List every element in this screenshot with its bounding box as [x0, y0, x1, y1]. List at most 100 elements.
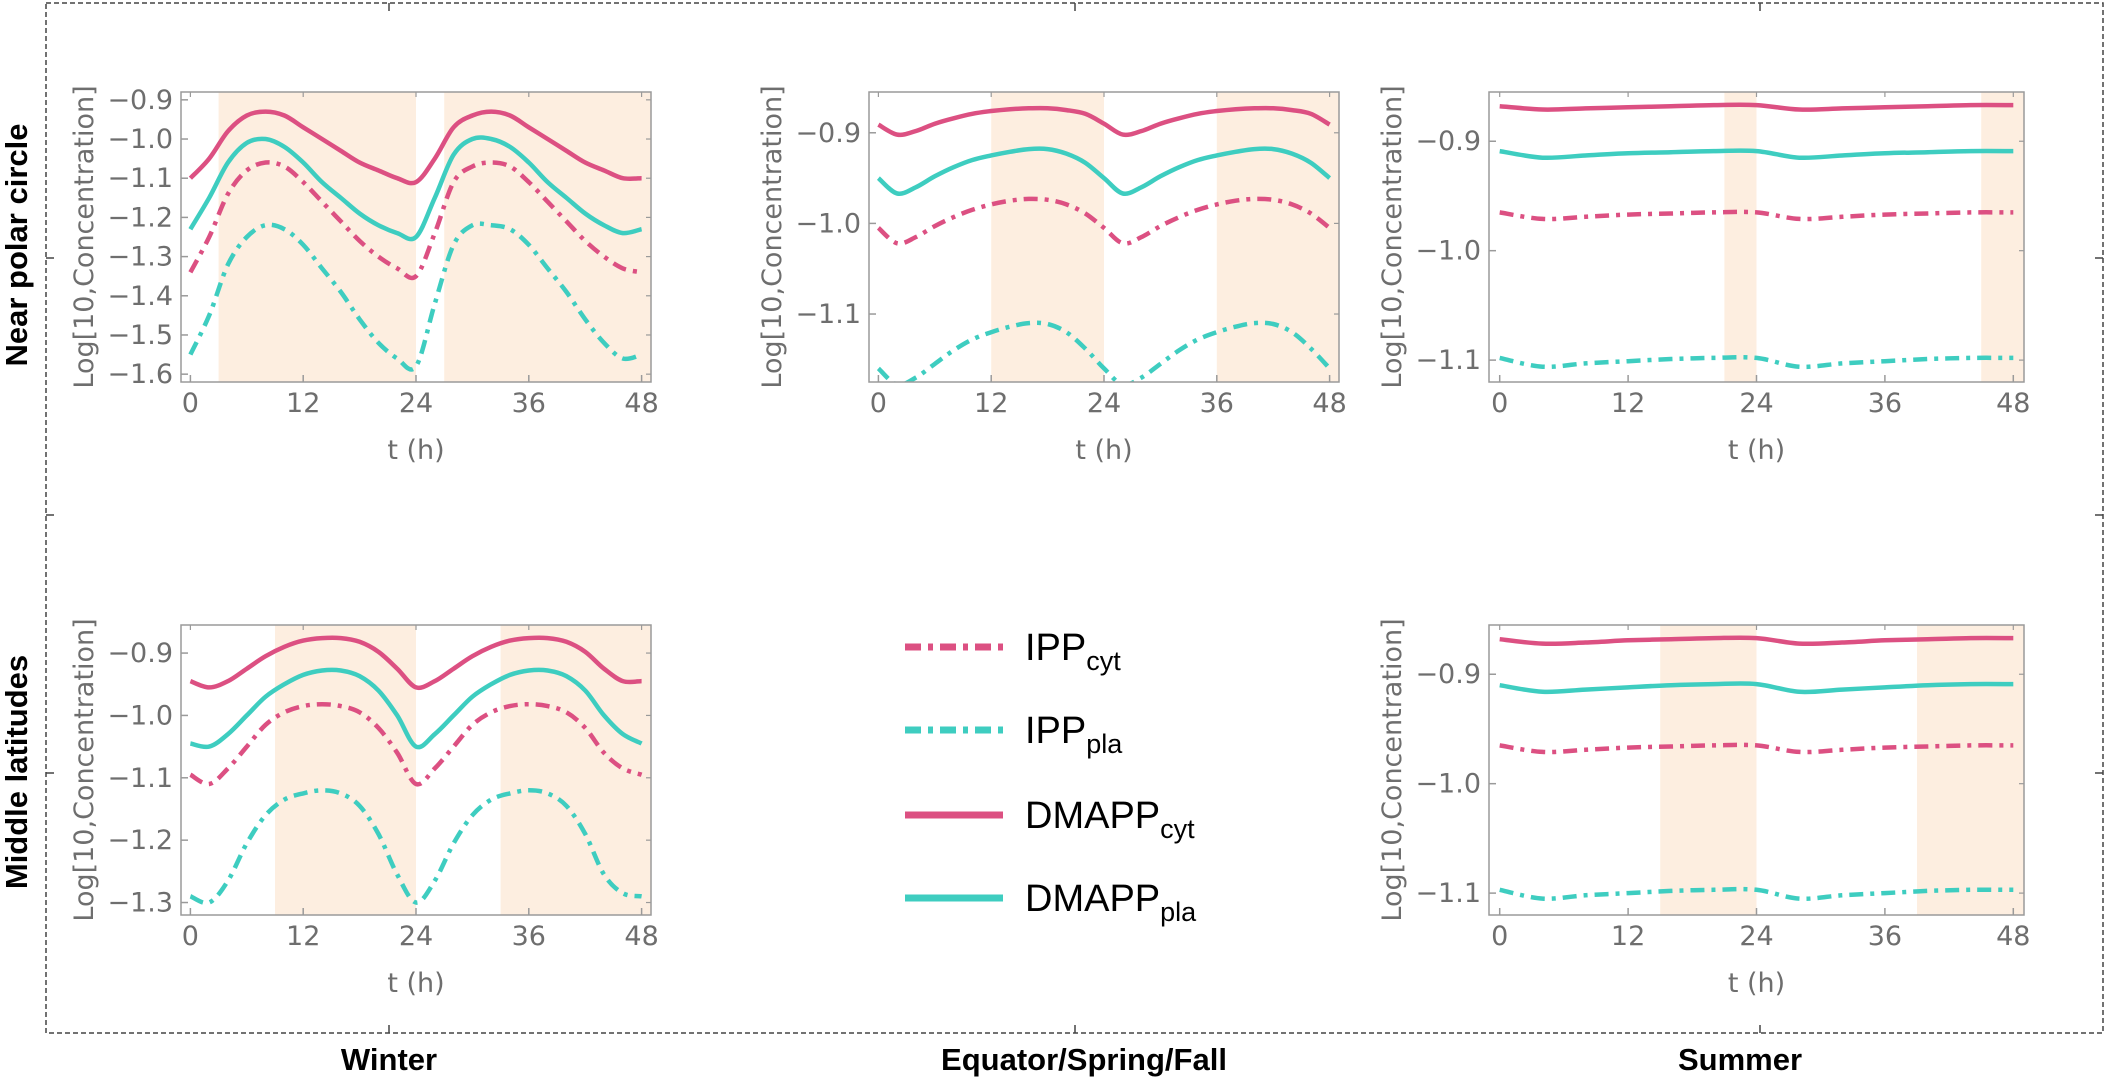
- middle-winter-line-dmapp-cyt: [189, 635, 642, 691]
- polar-equator-light-period-1: [1216, 92, 1339, 382]
- middle-summer-xtick-label-4: 48: [1996, 921, 2030, 952]
- polar-summer-ytick-label-1: −1.0: [1415, 236, 1481, 267]
- middle-winter-line-dmapp-pla: [189, 667, 643, 750]
- legend-label-dmapp-pla: DMAPPpla: [1025, 878, 1197, 927]
- middle-winter-ytick-label-4: −1.3: [107, 888, 173, 919]
- polar-summer-xtick-label-0: 0: [1491, 388, 1508, 419]
- polar-winter-xlabel: t (h): [387, 435, 444, 466]
- legend-label-ipp-cyt: IPPcyt: [1025, 627, 1121, 676]
- middle-summer-ytick-label-2: −1.1: [1415, 878, 1481, 909]
- polar-equator-ytick-label-1: −1.0: [795, 208, 861, 239]
- row-label-middle-latitudes: Middle latitudes: [0, 655, 34, 889]
- polar-equator-xtick-label-2: 24: [1087, 388, 1121, 419]
- polar-winter-line-dmapp-pla: [188, 135, 643, 242]
- polar-summer-light-period-0: [1724, 92, 1757, 382]
- polar-winter-ytick-label-3: −1.2: [107, 202, 173, 233]
- legend-item-ipp-pla: IPPpla: [905, 710, 1123, 759]
- polar-winter-ytick-label-2: −1.1: [107, 163, 173, 194]
- middle-winter-xtick-label-2: 24: [399, 921, 433, 952]
- polar-equator-xlabel: t (h): [1075, 435, 1132, 466]
- polar-winter-xtick-label-2: 24: [399, 388, 433, 419]
- middle-summer-line-ipp-pla: [1499, 886, 2014, 902]
- polar-winter-xtick-label-3: 36: [512, 388, 546, 419]
- middle-summer-light-period-0: [1660, 625, 1757, 915]
- polar-equator-xtick-label-1: 12: [974, 388, 1008, 419]
- polar-equator-line-ipp-cyt: [876, 196, 1331, 246]
- middle-winter-xtick-label-1: 12: [286, 921, 320, 952]
- middle-winter-light-period-1: [500, 625, 651, 915]
- polar-summer-xtick-label-1: 12: [1611, 388, 1645, 419]
- polar-winter-ytick-label-7: −1.6: [107, 359, 173, 390]
- polar-winter-ytick-label-6: −1.5: [107, 320, 173, 351]
- polar-summer-xtick-label-2: 24: [1739, 388, 1773, 419]
- polar-winter-xtick-label-0: 0: [182, 388, 199, 419]
- middle-winter-ytick-label-2: −1.1: [107, 763, 173, 794]
- polar-summer-line-dmapp-cyt: [1499, 102, 2014, 112]
- middle-summer-xtick-label-1: 12: [1611, 921, 1645, 952]
- polar-winter-line-ipp-pla: [188, 221, 643, 372]
- polar-winter-light-period-1: [444, 92, 651, 382]
- legend: IPPcyt IPPpla DMAPPcyt DMAPPpla: [905, 627, 1197, 927]
- polar-summer-line-ipp-cyt: [1499, 209, 2014, 222]
- middle-summer-xtick-label-0: 0: [1491, 921, 1508, 952]
- legend-item-ipp-cyt: IPPcyt: [905, 627, 1121, 676]
- panel-middle-winter: 0 12 24 36 48 −0.9 −1.0 −1.1 −1.2 −1.3 t (h) Log[10…: [69, 618, 659, 999]
- col-label-winter: Winter: [341, 1042, 437, 1077]
- polar-summer-xtick-label-3: 36: [1868, 388, 1902, 419]
- polar-summer-line-ipp-pla: [1499, 354, 2014, 370]
- middle-summer-xtick-label-3: 36: [1868, 921, 1902, 952]
- middle-winter-xtick-label-3: 36: [512, 921, 546, 952]
- polar-summer-xtick-label-4: 48: [1996, 388, 2030, 419]
- panel-middle-summer: 0 12 24 36 48 −0.9 −1.0 −1.1 t (h) Log[10,Concent…: [1377, 618, 2030, 999]
- polar-summer-ylabel: Log[10,Concentration]: [1377, 85, 1408, 388]
- polar-summer-light-period-1: [1981, 92, 2024, 382]
- middle-winter-ytick-label-3: −1.2: [107, 825, 173, 856]
- middle-summer-xtick-label-2: 24: [1739, 921, 1773, 952]
- middle-summer-ylabel: Log[10,Concentration]: [1377, 618, 1408, 921]
- frame-marks: [46, 3, 2103, 1033]
- polar-equator-line-dmapp-pla: [876, 146, 1332, 197]
- middle-summer-xlabel: t (h): [1728, 968, 1785, 999]
- middle-summer-line-dmapp-cyt: [1499, 635, 2014, 647]
- polar-winter-ytick-label-1: −1.0: [107, 124, 173, 155]
- polar-summer-ytick-label-2: −1.1: [1415, 345, 1481, 376]
- middle-summer-line-dmapp-pla: [1499, 681, 2014, 695]
- polar-equator-line-ipp-pla: [876, 320, 1332, 382]
- legend-label-ipp-pla: IPPpla: [1025, 710, 1123, 759]
- legend-item-dmapp-pla: DMAPPpla: [905, 878, 1197, 927]
- middle-winter-xtick-label-0: 0: [182, 921, 199, 952]
- polar-summer-xlabel: t (h): [1728, 435, 1785, 466]
- row-label-near-polar-circle: Near polar circle: [0, 124, 34, 367]
- polar-equator-ylabel: Log[10,Concentration]: [757, 85, 788, 388]
- polar-winter-xtick-label-4: 48: [624, 388, 658, 419]
- legend-item-dmapp-cyt: DMAPPcyt: [905, 795, 1195, 844]
- col-label-equator-spring-fall: Equator/Spring/Fall: [941, 1042, 1227, 1077]
- polar-winter-ytick-label-5: −1.4: [107, 281, 173, 312]
- polar-winter-line-dmapp-cyt: [188, 109, 642, 186]
- polar-winter-ylabel: Log[10,Concentration]: [69, 85, 100, 388]
- middle-summer-ytick-label-0: −0.9: [1415, 659, 1481, 690]
- middle-winter-line-ipp-pla: [189, 788, 642, 906]
- panel-polar-equator: 0 12 24 36 48 −0.9 −1.0 −1.1 t (h) Log[10,Concent…: [757, 85, 1347, 466]
- middle-winter-ylabel: Log[10,Concentration]: [69, 618, 100, 921]
- legend-label-dmapp-cyt: DMAPPcyt: [1025, 795, 1195, 844]
- middle-summer-light-period-1: [1917, 625, 2024, 915]
- polar-equator-ytick-label-0: −0.9: [795, 118, 861, 149]
- panel-polar-winter: 0 12 24 36 48 −0.9 −1.0 −1.1 −1.2 −1.3 −1.4 −1.5 −1.…: [69, 85, 659, 466]
- panel-polar-summer: 0 12 24 36 48 −0.9 −1.0 −1.1 t (h) Log[10,Concent…: [1377, 85, 2030, 466]
- middle-winter-xlabel: t (h): [387, 968, 444, 999]
- polar-equator-xtick-label-4: 48: [1312, 388, 1346, 419]
- polar-winter-ytick-label-4: −1.3: [107, 242, 173, 273]
- middle-winter-ytick-label-0: −0.9: [107, 638, 173, 669]
- polar-winter-ytick-label-0: −0.9: [107, 85, 173, 116]
- middle-winter-line-ipp-cyt: [189, 701, 643, 787]
- polar-summer-line-dmapp-pla: [1499, 148, 2014, 161]
- polar-winter-line-ipp-cyt: [188, 160, 643, 281]
- middle-winter-ytick-label-1: −1.0: [107, 700, 173, 731]
- polar-equator-line-dmapp-cyt: [877, 105, 1331, 138]
- polar-equator-xtick-label-3: 36: [1200, 388, 1234, 419]
- middle-winter-xtick-label-4: 48: [624, 921, 658, 952]
- middle-summer-ytick-label-1: −1.0: [1415, 769, 1481, 800]
- polar-equator-ytick-label-2: −1.1: [795, 299, 861, 330]
